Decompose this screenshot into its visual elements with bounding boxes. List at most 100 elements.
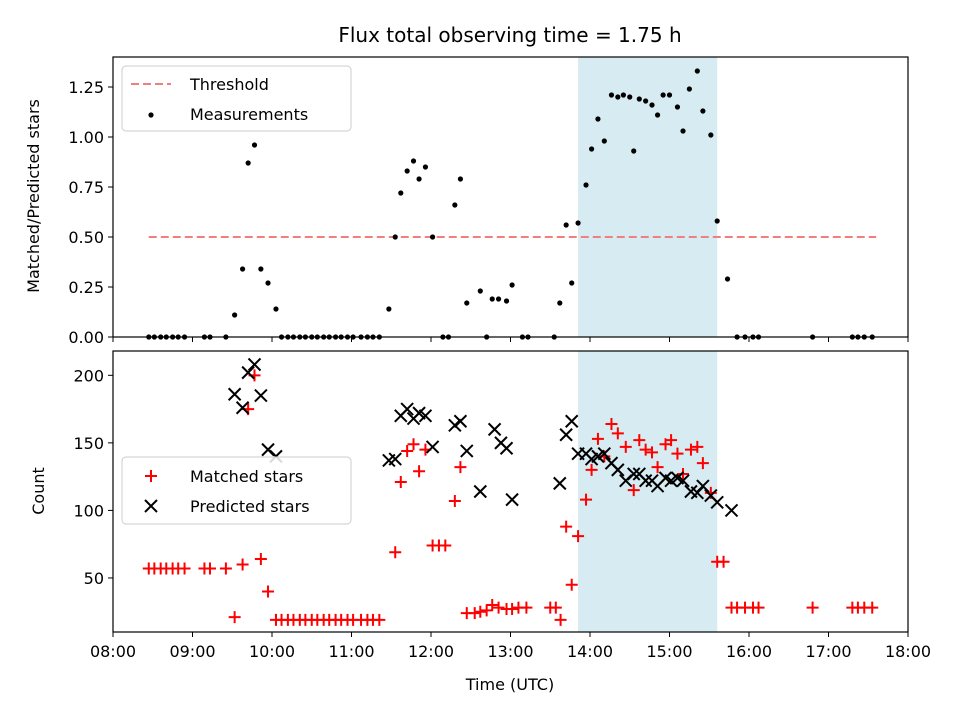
measurements-point (575, 220, 581, 226)
measurements-point (489, 296, 495, 302)
matched-stars-point (486, 598, 499, 611)
flux-ratio-y-axis-label: Matched/Predicted stars (24, 99, 43, 293)
star-count-x-tick-label: 16:00 (726, 642, 772, 661)
matched-stars-point (684, 443, 697, 456)
measurements-point (654, 112, 661, 118)
predicted-stars-point (696, 479, 710, 493)
predicted-stars-point (473, 484, 487, 499)
measurements-point (410, 158, 417, 164)
measurements-point (569, 280, 575, 286)
predicted-stars-point (227, 387, 242, 401)
measurements-point (251, 142, 258, 148)
predicted-stars-point (627, 467, 641, 481)
measurements-point (595, 116, 601, 122)
matched-stars-point (619, 440, 632, 453)
matched-stars-point (549, 601, 562, 614)
measurements-point (495, 296, 502, 302)
measurements-point (509, 282, 515, 288)
measurements-point (239, 266, 246, 272)
predicted-stars-point (553, 476, 567, 491)
predicted-stars-point (388, 452, 402, 466)
matched-stars-point (401, 444, 414, 457)
matched-stars-point (677, 467, 690, 480)
matched-stars-point (665, 434, 678, 447)
predicted-stars-point (638, 473, 653, 488)
matched-stars-legend-swatch (145, 470, 157, 482)
measurements-point (636, 96, 642, 102)
star-count-y-tick-label: 100 (73, 501, 104, 520)
matched-stars-point (627, 484, 640, 497)
star-count-legend-box (121, 456, 352, 525)
predicted-stars-point (724, 503, 739, 518)
matched-stars-point (696, 457, 709, 470)
predicted-stars-point (559, 428, 573, 442)
matched-stars-point (262, 585, 275, 598)
star-count-x-tick-label: 08:00 (90, 642, 136, 661)
measurements-point (563, 222, 569, 228)
matched-stars-point (605, 417, 618, 430)
predicted-stars-point (400, 402, 414, 416)
measurements-point (429, 234, 436, 240)
measurements-point (245, 160, 251, 166)
predicted-stars-legend-swatch (144, 499, 158, 513)
measurements-point (422, 164, 429, 170)
star-count-axes: 50 100 150 200 08:00 09:00 10:00 11:00 12:00 13:0… (73, 350, 931, 661)
star-count-x-tick-label: 10:00 (249, 642, 295, 661)
measurements-point (232, 312, 238, 318)
predicted-stars-point (247, 357, 262, 372)
matched-stars-point (752, 601, 765, 614)
matched-stars-point (646, 446, 659, 459)
flux-ratio-y-tick-label: 0.50 (68, 228, 104, 247)
flux-ratio-y-tick-label: 0.00 (68, 328, 104, 347)
predicted-stars-point (425, 440, 440, 454)
threshold-legend-label: Threshold (189, 75, 269, 94)
predicted-stars-point (611, 463, 625, 477)
star-count-panel: 50 100 150 200 08:00 09:00 10:00 11:00 12:00 13:0… (29, 350, 931, 694)
flux-ratio-y-tick-label: 1.00 (68, 128, 104, 147)
predicted-stars-point (448, 418, 462, 433)
measurements-point (643, 98, 649, 104)
measurements-point (265, 280, 271, 286)
measurements-point (557, 300, 563, 306)
matched-stars-point (480, 604, 493, 617)
figure-title: Flux total observing time = 1.75 h (338, 23, 681, 47)
measurements-point (503, 298, 510, 304)
matched-stars-legend-label: Matched stars (190, 467, 303, 486)
measurements-point (608, 92, 615, 98)
measurements-point (386, 306, 392, 312)
matched-stars-point (454, 461, 467, 474)
matched-stars-point (506, 603, 519, 616)
matched-stars-point (413, 465, 426, 478)
measurements-point (477, 288, 483, 294)
matched-stars-point (633, 434, 646, 447)
flux-ratio-shaded-span (578, 57, 718, 337)
measurements-point (700, 108, 706, 114)
measurements-point (273, 306, 279, 312)
star-count-x-tick-label: 18:00 (885, 642, 931, 661)
matched-stars-point (389, 546, 402, 559)
predicted-stars-point (241, 365, 255, 380)
measurements-point (416, 176, 422, 182)
measurements-point (583, 182, 589, 188)
measurements-point (724, 276, 731, 282)
measurements-point (674, 104, 681, 110)
matched-stars-point (717, 555, 730, 568)
flux-ratio-panel: 0.00 0.25 0.50 0.75 1.00 1.25 Matched/Predict… (24, 56, 909, 347)
star-count-y-tick-label: 50 (84, 569, 104, 588)
predicted-stars-point (418, 409, 433, 423)
matched-stars-point (219, 562, 232, 575)
measurements-point (708, 132, 714, 138)
star-count-x-tick-label: 15:00 (646, 642, 692, 661)
star-count-x-tick-label: 14:00 (567, 642, 613, 661)
star-count-x-tick-label: 09:00 (169, 642, 215, 661)
matched-stars-point (394, 476, 407, 489)
matched-stars-point (407, 438, 420, 451)
measurements-point (398, 190, 404, 196)
measurements-point (680, 128, 686, 134)
matched-stars-point (580, 493, 593, 506)
predicted-stars-point (565, 414, 579, 428)
measurements-point (588, 146, 595, 152)
measurements-point (615, 94, 621, 100)
measurements-point (404, 168, 410, 174)
